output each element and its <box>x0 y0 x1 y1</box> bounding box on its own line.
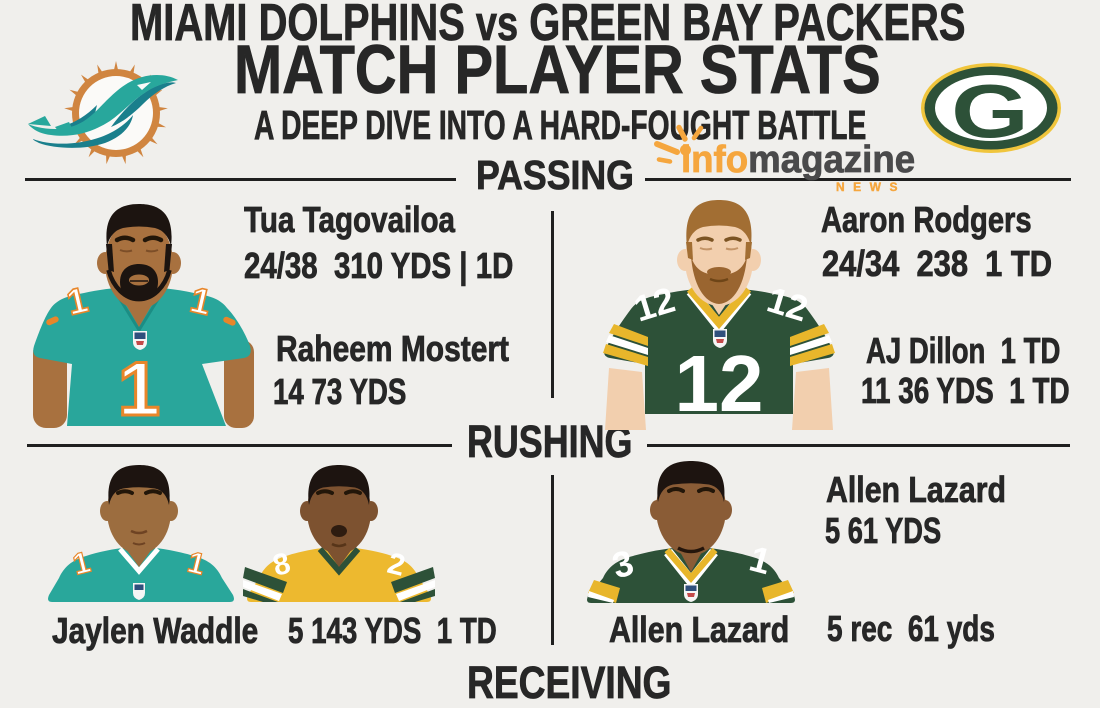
svg-text:G: G <box>951 69 1029 153</box>
svg-text:12: 12 <box>675 339 764 428</box>
svg-text:1: 1 <box>118 347 160 432</box>
